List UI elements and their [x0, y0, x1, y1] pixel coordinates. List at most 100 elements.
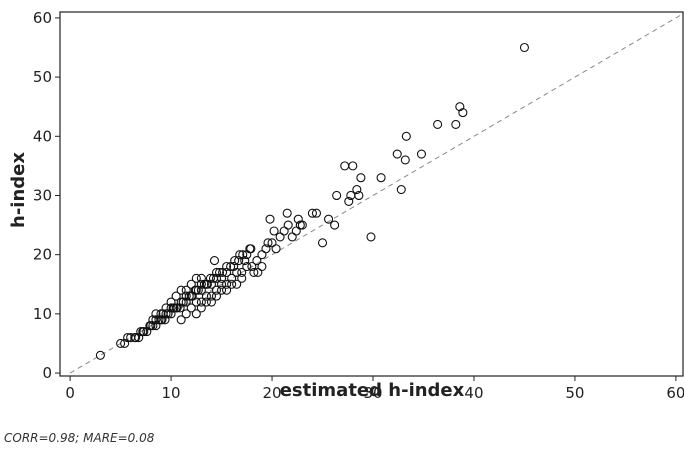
data-point	[151, 321, 161, 331]
data-point	[235, 250, 245, 260]
data-point	[201, 297, 211, 307]
data-point	[191, 309, 201, 319]
data-point	[175, 303, 185, 313]
data-point	[400, 155, 410, 165]
data-point	[227, 273, 237, 283]
x-tick-label: 10	[162, 384, 181, 402]
data-point	[138, 327, 148, 337]
data-point	[176, 285, 186, 295]
data-point	[196, 273, 206, 283]
data-point	[222, 267, 232, 277]
data-point	[242, 261, 252, 272]
data-point	[186, 279, 196, 289]
data-point	[168, 303, 178, 313]
data-point	[161, 309, 171, 319]
data-point	[216, 279, 227, 289]
data-point	[348, 161, 358, 171]
data-point	[214, 267, 225, 277]
data-point	[307, 208, 317, 218]
y-tick-label: 20	[33, 246, 52, 264]
data-point	[282, 208, 292, 218]
data-point	[151, 315, 161, 325]
y-tick-label: 0	[42, 364, 52, 382]
data-point	[401, 131, 411, 141]
data-point	[216, 273, 227, 283]
data-point	[151, 309, 161, 319]
data-point	[324, 214, 334, 224]
data-point	[201, 279, 211, 289]
data-point	[230, 256, 240, 266]
plot-area: 0 10 20 30 40 50 60 0 10 20 30 40 50 60	[33, 9, 684, 402]
data-point	[148, 315, 158, 325]
data-point	[158, 309, 168, 319]
data-point	[261, 244, 271, 254]
data-point	[416, 149, 427, 159]
data-point	[232, 267, 242, 277]
data-point	[238, 250, 248, 260]
data-point	[227, 279, 237, 289]
data-point	[211, 285, 222, 295]
data-point	[366, 232, 376, 242]
data-point	[247, 261, 257, 272]
data-point	[263, 238, 273, 248]
data-point	[186, 291, 196, 301]
x-tick-label: 20	[262, 384, 281, 402]
data-point	[191, 273, 201, 283]
data-point	[222, 285, 232, 295]
data-point	[279, 226, 289, 236]
data-point	[196, 279, 206, 289]
data-point	[171, 303, 181, 313]
data-point	[186, 303, 196, 313]
data-point	[216, 285, 227, 295]
data-point	[191, 285, 201, 295]
data-point	[95, 350, 105, 360]
data-point	[181, 297, 191, 307]
data-point	[176, 315, 186, 325]
data-point	[232, 279, 242, 289]
data-point	[396, 185, 406, 195]
y-tick-label: 30	[33, 186, 52, 204]
data-point	[283, 220, 293, 230]
x-tick-label: 0	[65, 384, 75, 402]
data-point	[206, 297, 217, 307]
data-point	[237, 267, 247, 277]
data-point	[257, 250, 267, 260]
y-axis-title: h-index	[8, 152, 29, 228]
data-point	[433, 119, 443, 130]
data-point	[166, 297, 176, 307]
data-point	[287, 232, 297, 242]
y-tick-label: 60	[33, 9, 52, 27]
data-point	[196, 297, 206, 307]
data-point	[206, 279, 217, 289]
data-point	[297, 220, 307, 230]
data-point	[245, 244, 255, 254]
plot-frame	[59, 11, 684, 377]
data-point	[311, 208, 322, 218]
data-point	[340, 161, 350, 171]
data-point	[211, 291, 222, 301]
data-point	[455, 102, 465, 112]
data-point	[222, 261, 232, 272]
data-point	[356, 173, 366, 183]
data-point	[249, 267, 259, 277]
x-tick-label: 50	[565, 384, 584, 402]
data-point	[196, 303, 206, 313]
data-point	[120, 338, 130, 348]
data-point	[392, 149, 402, 159]
data-point	[376, 173, 386, 183]
data-point	[451, 119, 461, 130]
data-point	[458, 108, 468, 118]
data-point	[131, 332, 141, 343]
data-point	[222, 279, 232, 289]
data-point	[354, 190, 364, 201]
data-point	[344, 196, 354, 206]
data-point	[178, 297, 188, 307]
data-point	[257, 261, 267, 272]
x-tick-label: 60	[666, 384, 684, 402]
data-point	[116, 338, 126, 348]
data-point	[181, 285, 191, 295]
x-axis-title: estimated h-index	[280, 380, 465, 401]
data-point	[146, 321, 156, 331]
data-point	[269, 226, 279, 236]
data-point	[271, 244, 281, 254]
